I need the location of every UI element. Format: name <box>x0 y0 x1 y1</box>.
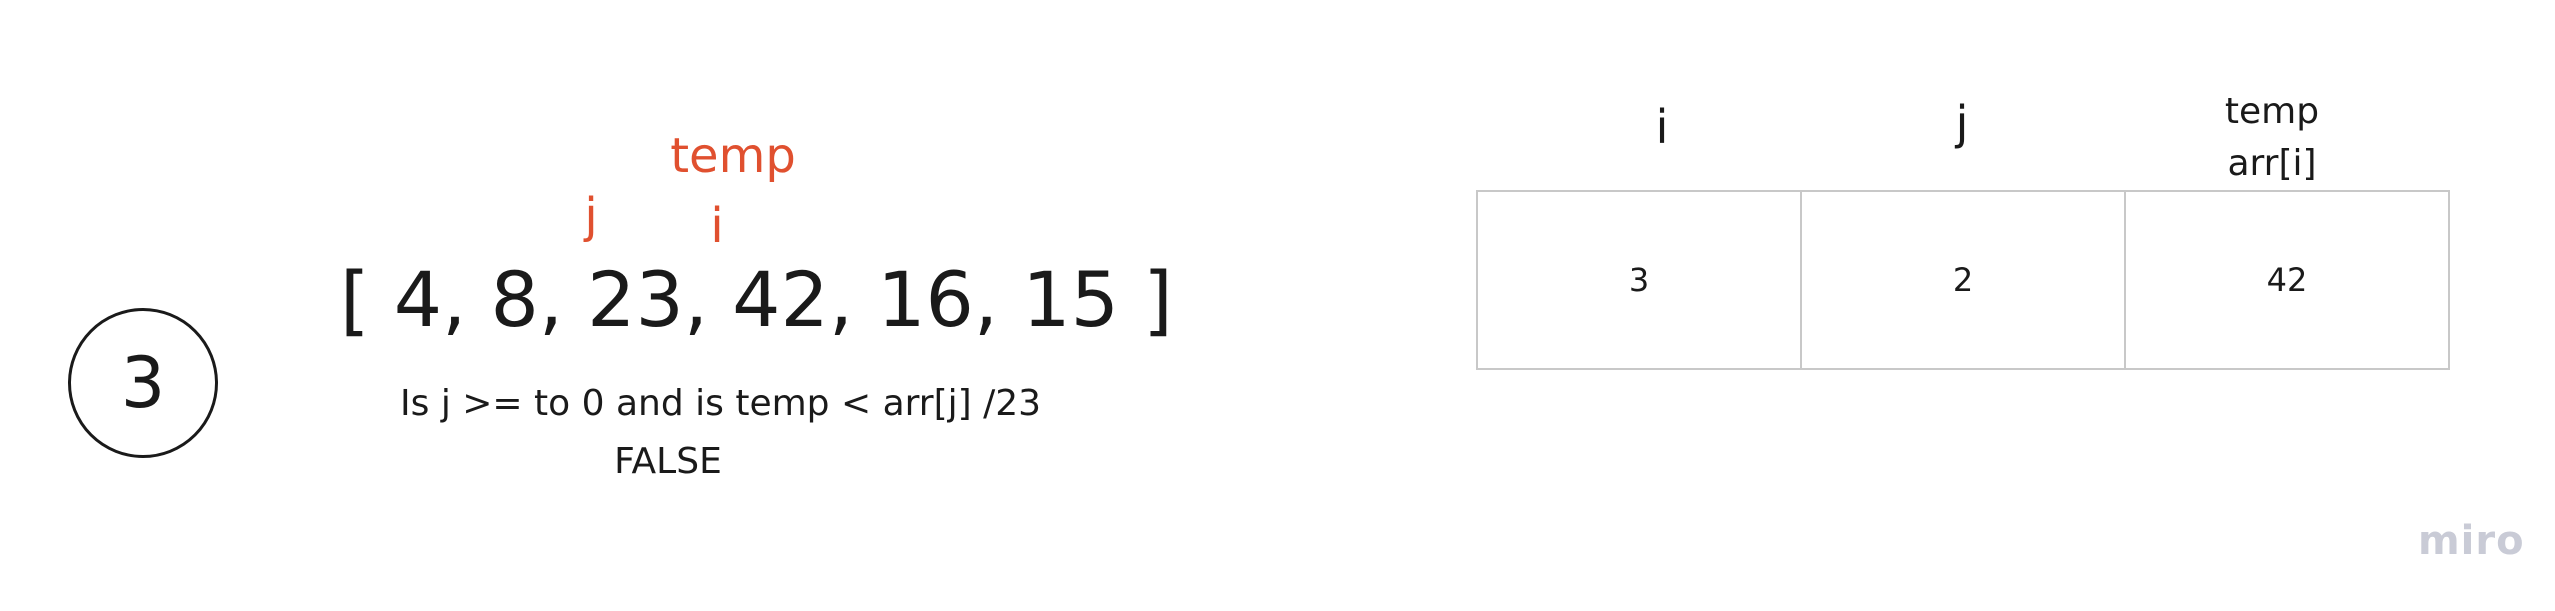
table-cell-temp-value: 42 <box>2266 261 2308 299</box>
condition-result: FALSE <box>614 441 722 482</box>
pointer-temp-label: temp <box>670 128 796 184</box>
pointer-j-label: j <box>584 188 598 244</box>
column-header-j: j <box>1955 96 1969 150</box>
variables-table: 3 2 42 <box>1476 190 2450 370</box>
step-number-circle: 3 <box>68 308 218 458</box>
column-header-temp: temp arr[i] <box>2225 86 2319 190</box>
step-number: 3 <box>120 342 166 424</box>
table-cell-i-value: 3 <box>1478 192 1802 368</box>
miro-logo: miro <box>2418 518 2525 564</box>
pointer-i-label: i <box>710 198 724 254</box>
table-cell-j-value: 2 <box>1802 192 2126 368</box>
column-header-temp-line2: arr[i] <box>2227 143 2317 184</box>
column-header-temp-line1: temp <box>2224 91 2320 132</box>
column-header-i: i <box>1655 100 1669 154</box>
array-display: [ 4, 8, 23, 42, 16, 15 ] <box>340 255 1173 344</box>
condition-question: Is j >= to 0 and is temp < arr[j] /23 <box>400 383 1042 424</box>
